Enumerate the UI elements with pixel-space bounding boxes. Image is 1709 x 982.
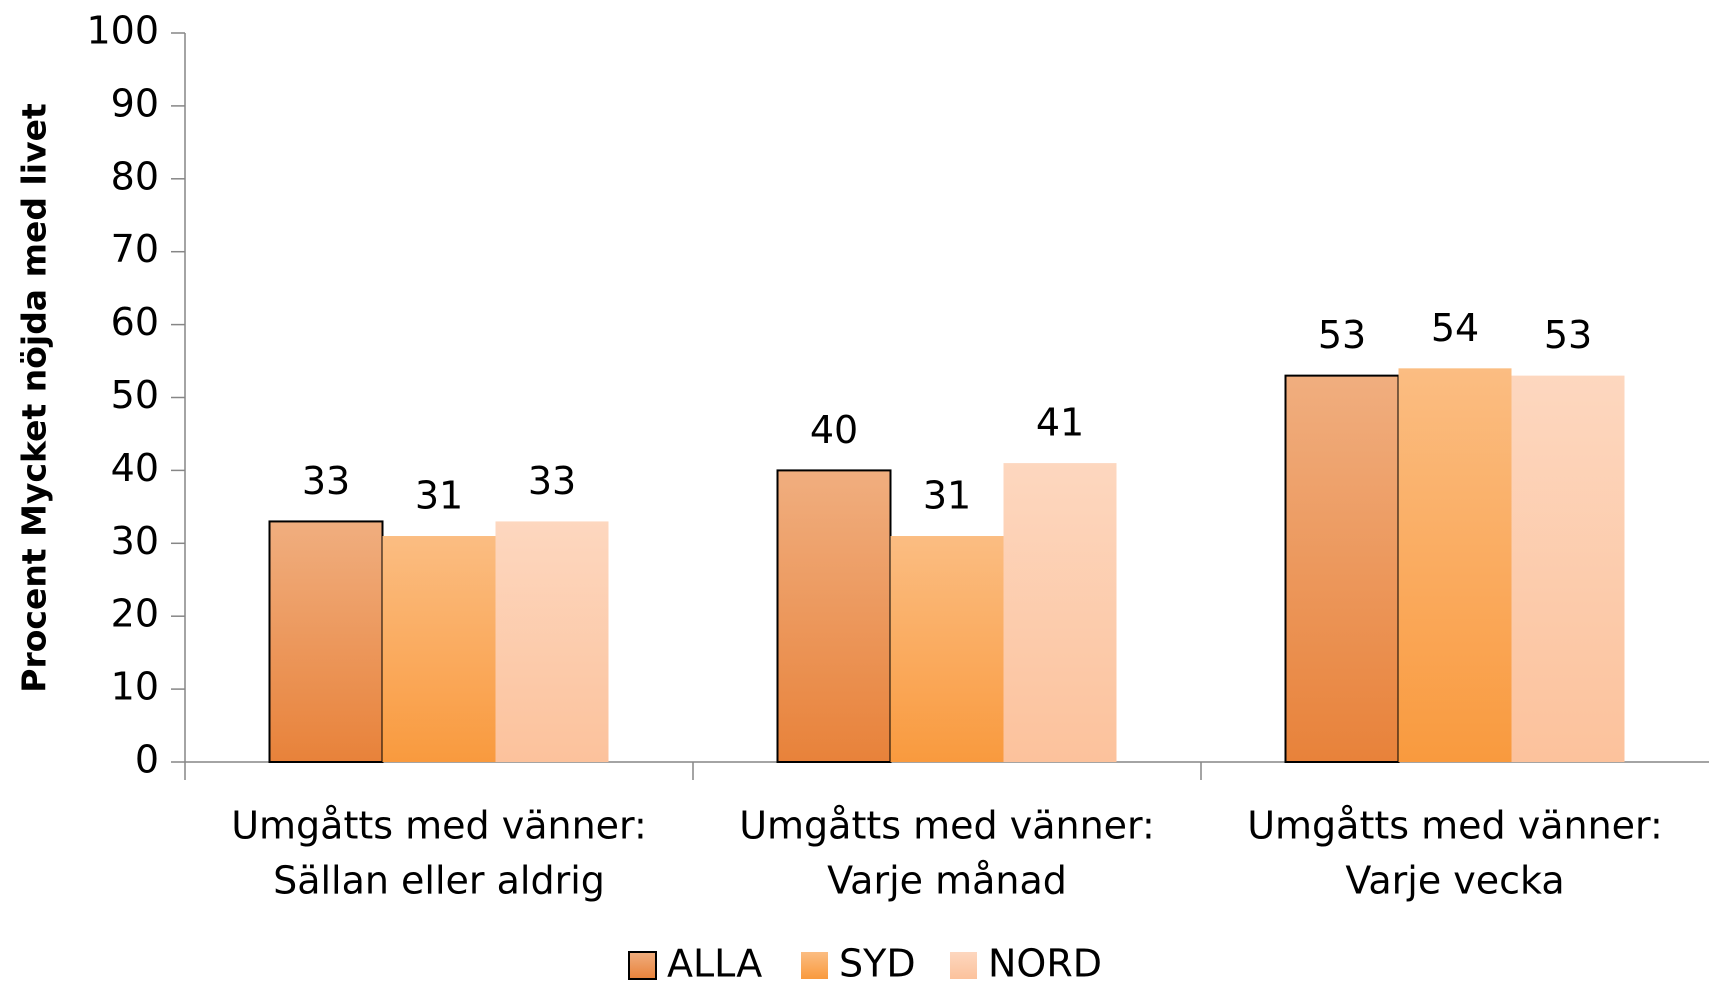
- legend-label: SYD: [839, 942, 916, 982]
- x-tick-label: Varje månad: [827, 859, 1067, 903]
- bar: [382, 536, 496, 762]
- value-label: 31: [415, 474, 463, 518]
- y-tick-label: 90: [111, 81, 159, 125]
- bar: [268, 520, 384, 763]
- value-label: 33: [528, 459, 576, 503]
- legend-swatch: [801, 952, 828, 979]
- x-tick-label: Umgåtts med vänner:: [1247, 804, 1663, 848]
- y-tick-label: 30: [111, 519, 159, 563]
- legend-label: NORD: [988, 942, 1102, 982]
- value-label: 40: [810, 408, 858, 452]
- value-label: 31: [923, 474, 971, 518]
- bar: [776, 469, 892, 763]
- legend-swatch: [950, 952, 977, 979]
- bar: [1003, 463, 1117, 762]
- legend-label: ALLA: [667, 942, 762, 982]
- legend-swatch: [628, 951, 657, 980]
- value-label: 33: [302, 459, 350, 503]
- y-tick-label: 80: [111, 154, 159, 198]
- bar: [1284, 374, 1400, 763]
- bar: [495, 521, 609, 762]
- y-tick-label: 100: [86, 9, 159, 53]
- y-axis-label: Procent Mycket nöjda med livet: [15, 103, 54, 693]
- y-tick-label: 40: [111, 446, 159, 490]
- y-tick-label: 0: [135, 738, 159, 782]
- y-tick-label: 10: [111, 665, 159, 709]
- y-tick-label: 50: [111, 373, 159, 417]
- value-label: 41: [1036, 401, 1084, 445]
- x-tick-label: Sällan eller aldrig: [273, 859, 605, 903]
- x-tick-label: Varje vecka: [1345, 859, 1564, 903]
- bar: [1398, 368, 1512, 762]
- value-label: 53: [1318, 313, 1366, 357]
- value-label: 54: [1431, 306, 1479, 350]
- bar: [890, 536, 1004, 762]
- x-tick-label: Umgåtts med vänner:: [739, 804, 1155, 848]
- x-tick-label: Umgåtts med vänner:: [231, 804, 647, 848]
- y-tick-label: 70: [111, 227, 159, 271]
- value-label: 53: [1544, 313, 1592, 357]
- y-tick-label: 20: [111, 592, 159, 636]
- bar: [1511, 375, 1625, 762]
- y-tick-label: 60: [111, 300, 159, 344]
